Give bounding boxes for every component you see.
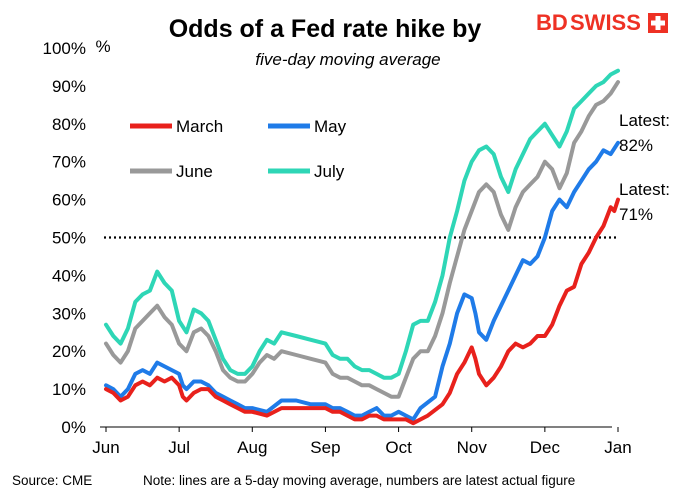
legend-label-march: March [176, 117, 223, 136]
y-tick-label: 10% [52, 380, 86, 399]
x-tick-label: Nov [457, 438, 488, 457]
latest-annotation-may: Latest: 82% [619, 111, 670, 155]
y-axis-unit-label: % [95, 37, 110, 56]
latest-value-may: 82% [619, 136, 653, 155]
x-tick-label: Sep [310, 438, 340, 457]
footer-source: Source: CME [12, 473, 92, 488]
x-tick-label: Jan [604, 438, 631, 457]
x-tick-label: Aug [237, 438, 267, 457]
series-line-march [104, 197, 620, 426]
x-axis: Jun Jul Aug Sep Oct Nov Dec Jan [92, 427, 632, 457]
latest-annotation-march: Latest: 71% [619, 180, 670, 224]
x-tick-label: Dec [530, 438, 561, 457]
y-tick-label: 30% [52, 304, 86, 323]
chart-subtitle: five-day moving average [255, 50, 440, 69]
latest-label-may: Latest: [619, 111, 670, 130]
brand-logo: BD SWISS [536, 10, 668, 35]
chart-title: Odds of a Fed rate hike by [169, 15, 482, 43]
swiss-cross-icon [648, 13, 668, 33]
legend-label-july: July [314, 162, 345, 181]
y-tick-label: 100% [43, 39, 86, 58]
logo-bd-text: BD [536, 10, 568, 35]
x-tick-label: Jul [168, 438, 190, 457]
y-tick-label: 20% [52, 342, 86, 361]
legend: March May June July [130, 117, 347, 181]
y-tick-label: 60% [52, 191, 86, 210]
latest-value-march: 71% [619, 205, 653, 224]
series-line-may [104, 140, 620, 422]
y-tick-label: 0% [61, 418, 86, 437]
x-tick-label: Jun [92, 438, 119, 457]
y-tick-label: 80% [52, 115, 86, 134]
y-axis: 0% 10% 20% 30% 40% 50% 60% 70% 80% 90% 100% [43, 39, 86, 437]
series-layer [104, 68, 620, 426]
logo-swiss-text: SWISS [570, 10, 641, 35]
latest-label-march: Latest: [619, 180, 670, 199]
series-line-july [104, 68, 620, 380]
legend-label-may: May [314, 117, 347, 136]
series-line-june [104, 80, 620, 399]
footer-note: Note: lines are a 5-day moving average, … [143, 473, 575, 488]
legend-label-june: June [176, 162, 213, 181]
x-tick-label: Oct [385, 438, 412, 457]
y-tick-label: 90% [52, 77, 86, 96]
y-tick-label: 50% [52, 229, 86, 248]
y-tick-label: 40% [52, 266, 86, 285]
y-tick-label: 70% [52, 153, 86, 172]
